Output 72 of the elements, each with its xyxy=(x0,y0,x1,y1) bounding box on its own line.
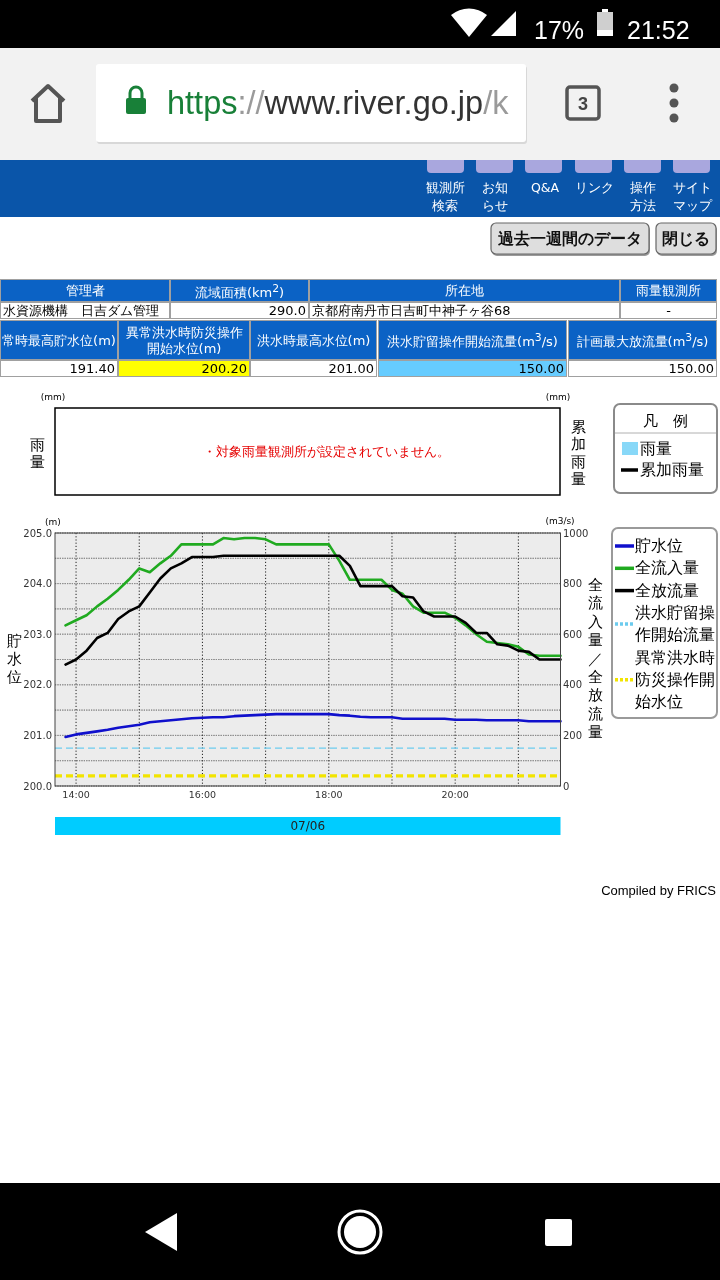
y-tick-label: 205.0 xyxy=(23,527,52,539)
legend-label: 雨量 xyxy=(640,440,672,458)
text: 3 xyxy=(577,94,589,114)
x-tick-label: 20:00 xyxy=(441,788,469,800)
x-tick-label: 18:00 xyxy=(315,788,343,800)
text: 21:52 xyxy=(627,16,690,44)
text: 水資源機構 日吉ダム管理 xyxy=(3,303,159,319)
text: 観測所検索 xyxy=(425,179,465,214)
text: 流域面積(km$^{2}$) xyxy=(194,280,285,302)
legend-label: 貯水位 xyxy=(635,537,683,555)
text: 150.00 xyxy=(518,361,564,377)
text: (mm) xyxy=(545,392,571,402)
text: /k xyxy=(483,85,510,121)
text: サイトマップ xyxy=(672,179,712,214)
text: 洪水時最高水位(m) xyxy=(256,332,371,349)
text: 閉じる xyxy=(662,229,710,248)
text: (m) xyxy=(45,517,61,527)
line-series xyxy=(64,536,562,657)
legend-label: 全放流量 xyxy=(635,581,699,600)
legend-title: 凡 例 xyxy=(643,412,688,430)
text: :// xyxy=(237,85,266,121)
text: 過去一週間のデータ xyxy=(497,229,642,248)
text: 雨量 xyxy=(570,452,586,489)
text: 計画最大放流量(m$^{3}$/s) xyxy=(576,330,709,351)
y2-tick-label: 0 xyxy=(563,780,570,792)
text: 洪水貯留操作開始流量(m$^{3}$/s) xyxy=(387,330,558,351)
text: www.river.go.jp xyxy=(263,85,484,121)
legend-label: 全流入量 xyxy=(635,559,699,578)
legend-label: 洪水貯留操作開始流量 xyxy=(634,603,715,645)
text: 京都府南丹市日吉町中神子ヶ谷68 xyxy=(312,303,511,319)
y2-tick-label: 400 xyxy=(563,679,583,691)
text: 全流入量／全放流量 xyxy=(587,575,603,742)
text: 200.20 xyxy=(201,361,247,377)
line-series xyxy=(64,712,562,739)
y-tick-label: 202.0 xyxy=(23,679,52,691)
text: 07/06 xyxy=(290,819,326,833)
y-tick-label: 204.0 xyxy=(23,578,52,590)
text: 150.00 xyxy=(668,361,714,377)
text: 17% xyxy=(534,16,585,44)
text: 290.0 xyxy=(268,303,306,319)
y2-tick-label: 200 xyxy=(563,729,583,741)
y-tick-label: 203.0 xyxy=(23,628,52,640)
y-tick-label: 200.0 xyxy=(23,780,52,792)
x-tick-label: 16:00 xyxy=(188,788,217,800)
y-tick-label: 201.0 xyxy=(23,729,52,741)
line-series xyxy=(64,554,562,666)
text: 常時最高貯水位(m) xyxy=(2,332,116,349)
text: (m3/s) xyxy=(545,516,575,526)
text: ・対象雨量観測所が設定されていません。 xyxy=(202,443,450,459)
text: 管理者 xyxy=(65,283,105,299)
text: - xyxy=(666,303,671,319)
text: 所在地 xyxy=(445,283,484,299)
y2-tick-label: 600 xyxy=(563,628,583,640)
text: 異常洪水時防災操作開始水位(m) xyxy=(124,324,244,357)
legend-label: 累加雨量 xyxy=(640,461,704,479)
y-axis-title: 貯水位 xyxy=(6,632,22,686)
legend-label: 異常洪水時防災操作開始水位 xyxy=(635,648,715,712)
text: 雨量観測所 xyxy=(636,283,701,299)
text: Compiled by FRICS xyxy=(601,882,717,898)
text: (mm) xyxy=(40,392,66,402)
text: 操作方法 xyxy=(630,179,656,214)
text: 201.00 xyxy=(328,361,374,377)
text: 累加 xyxy=(570,417,586,454)
text: Q&A xyxy=(530,179,560,197)
text: お知らせ xyxy=(482,179,508,214)
y2-tick-label: 800 xyxy=(563,578,583,590)
text: 191.40 xyxy=(69,361,115,377)
text: リンク xyxy=(574,179,614,197)
text: https xyxy=(167,85,238,121)
x-tick-label: 14:00 xyxy=(62,788,90,800)
y2-tick-label: 1000 xyxy=(563,527,589,539)
text: 雨量 xyxy=(29,435,45,471)
